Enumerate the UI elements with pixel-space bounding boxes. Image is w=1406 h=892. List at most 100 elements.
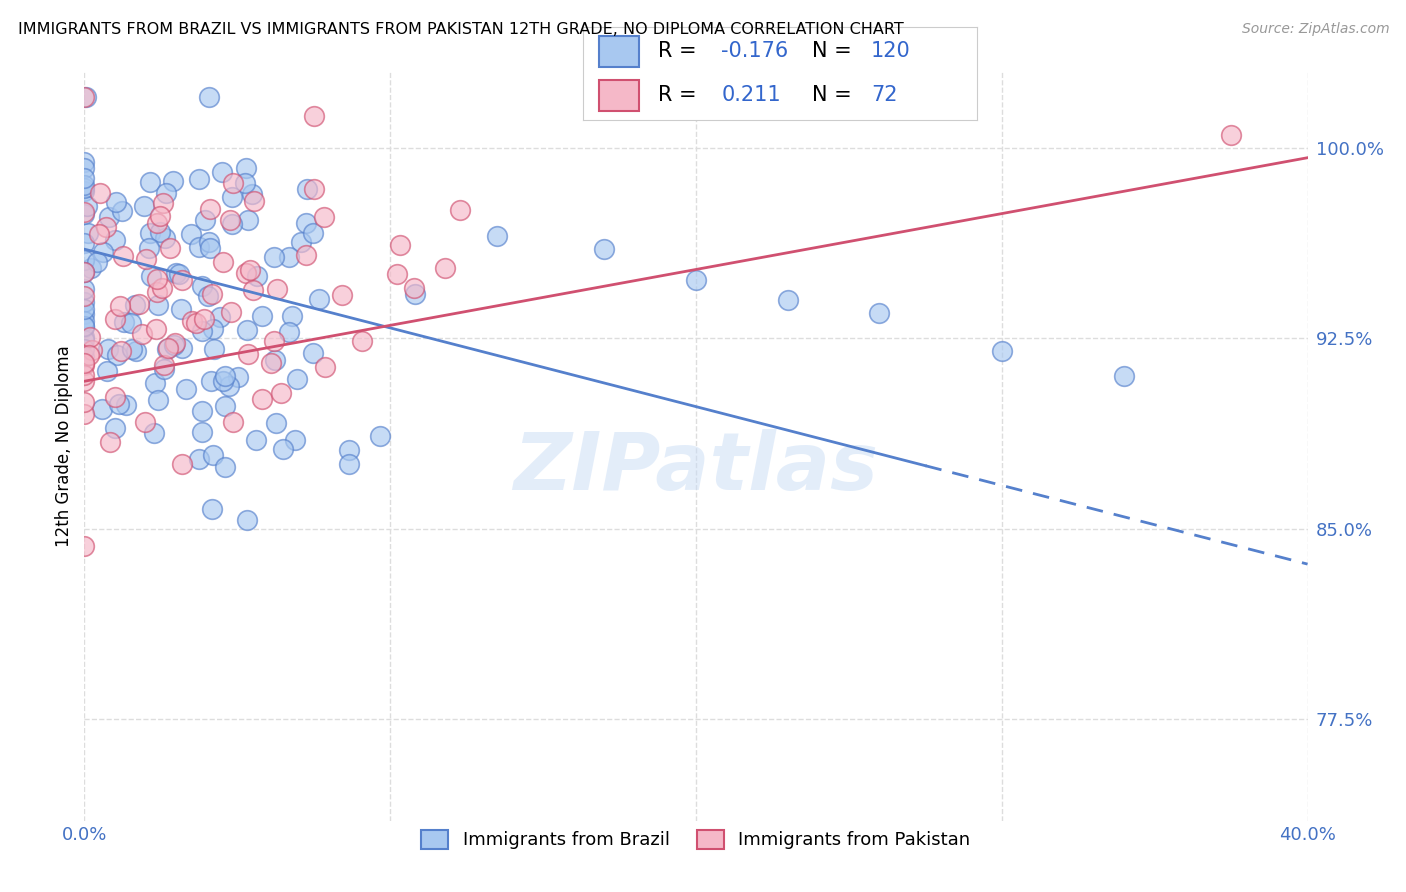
Text: ZIPatlas: ZIPatlas	[513, 429, 879, 508]
Point	[156, 341, 179, 355]
Point	[264, 416, 287, 430]
Point	[73, 355, 96, 369]
Point	[260, 356, 283, 370]
Point	[238, 347, 260, 361]
Point	[200, 286, 222, 301]
Point	[174, 383, 197, 397]
Point	[991, 343, 1014, 358]
Point	[104, 421, 127, 435]
Point	[221, 190, 243, 204]
Point	[73, 320, 96, 334]
Point	[77, 348, 100, 362]
Point	[180, 227, 202, 242]
Point	[89, 186, 111, 200]
Point	[302, 109, 325, 123]
Point	[238, 213, 260, 227]
Point	[188, 239, 211, 253]
Point	[73, 314, 96, 328]
Point	[94, 219, 117, 234]
Point	[188, 172, 211, 186]
Point	[202, 342, 225, 356]
Point	[337, 457, 360, 471]
Point	[368, 429, 391, 443]
Point	[222, 176, 245, 190]
Point	[146, 272, 169, 286]
Point	[294, 248, 316, 262]
Point	[73, 184, 96, 198]
Point	[235, 323, 257, 337]
Point	[121, 343, 143, 357]
Point	[190, 324, 212, 338]
Text: -0.176: -0.176	[721, 41, 789, 62]
Point	[239, 263, 262, 277]
Point	[250, 309, 273, 323]
Point	[159, 241, 181, 255]
Point	[98, 210, 121, 224]
Point	[73, 350, 96, 364]
Point	[201, 502, 224, 516]
Point	[120, 316, 142, 330]
Text: IMMIGRANTS FROM BRAZIL VS IMMIGRANTS FROM PAKISTAN 12TH GRADE, NO DIPLOMA CORREL: IMMIGRANTS FROM BRAZIL VS IMMIGRANTS FRO…	[18, 22, 904, 37]
Point	[1114, 369, 1136, 384]
Text: Source: ZipAtlas.com: Source: ZipAtlas.com	[1241, 22, 1389, 37]
Point	[73, 408, 96, 422]
Point	[73, 89, 96, 103]
Point	[131, 327, 153, 342]
Point	[138, 241, 160, 255]
Point	[155, 343, 177, 357]
Point	[96, 364, 118, 378]
Point	[170, 272, 193, 286]
Point	[165, 266, 187, 280]
Point	[387, 268, 409, 282]
Point	[191, 404, 214, 418]
Point	[198, 89, 221, 103]
Point	[73, 333, 96, 347]
Point	[284, 433, 307, 447]
Point	[73, 207, 96, 221]
Point	[128, 297, 150, 311]
Point	[108, 300, 131, 314]
Point	[82, 343, 104, 358]
Point	[107, 348, 129, 362]
Point	[222, 415, 245, 429]
Point	[80, 260, 103, 275]
Point	[155, 230, 177, 244]
Text: 0.211: 0.211	[721, 85, 780, 105]
Text: 120: 120	[870, 41, 911, 62]
Point	[212, 374, 235, 388]
Point	[73, 171, 96, 186]
Point	[76, 199, 98, 213]
Point	[73, 154, 96, 169]
Text: 72: 72	[870, 85, 897, 105]
Point	[685, 272, 707, 286]
Point	[73, 236, 96, 251]
Point	[449, 202, 471, 217]
Point	[295, 216, 318, 230]
Point	[433, 260, 456, 275]
Point	[242, 283, 264, 297]
Point	[172, 458, 194, 472]
Point	[77, 226, 100, 240]
Point	[124, 298, 146, 312]
Point	[145, 216, 167, 230]
Point	[148, 298, 170, 312]
Point	[281, 309, 304, 323]
Point	[73, 318, 96, 333]
Point	[162, 174, 184, 188]
Point	[198, 235, 221, 249]
Point	[263, 334, 285, 349]
Point	[186, 316, 208, 330]
Point	[486, 229, 509, 244]
Point	[266, 282, 288, 296]
Point	[302, 346, 325, 360]
Point	[201, 322, 224, 336]
Point	[295, 182, 318, 196]
Point	[245, 433, 267, 447]
Point	[350, 334, 373, 348]
Point	[180, 314, 202, 328]
Point	[211, 165, 233, 179]
Point	[73, 282, 96, 296]
Point	[302, 182, 325, 196]
Point	[308, 292, 330, 306]
Point	[165, 335, 187, 350]
